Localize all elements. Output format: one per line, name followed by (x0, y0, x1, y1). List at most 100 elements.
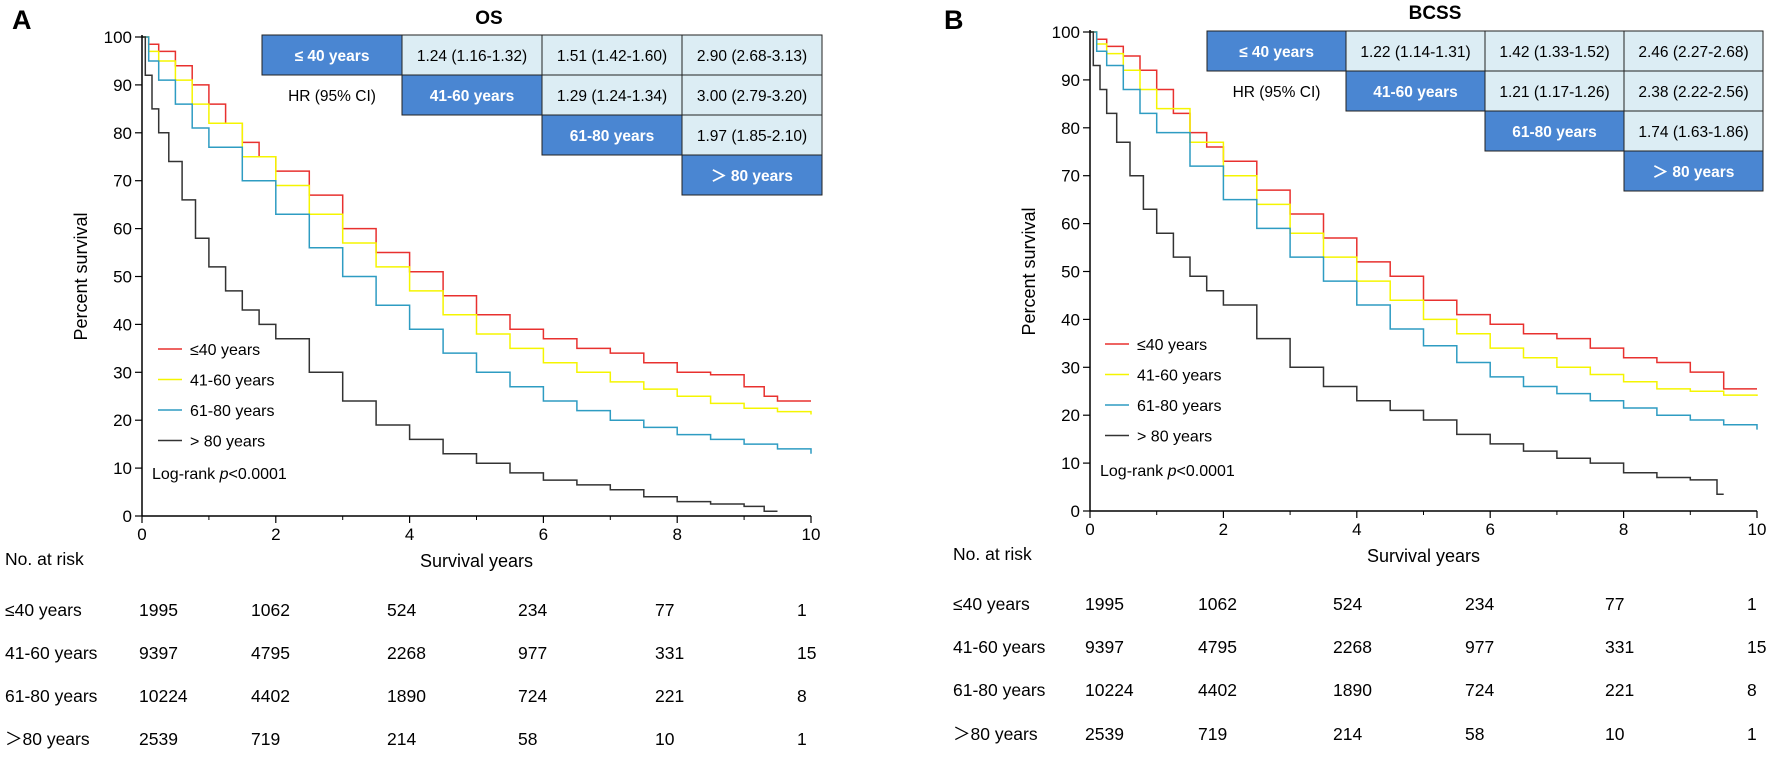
risk-value: 2268 (1333, 637, 1372, 657)
risk-value: 214 (387, 729, 416, 749)
panel-a: A OS 0 10 20 30 40 50 60 70 80 90 100 0 2 4 6 8 10 Survival… (5, 5, 823, 749)
hr-table-label: HR (95% CI) (1233, 84, 1321, 101)
hr-table: ≤ 40 years 1.22 (1.14-1.31) 1.42 (1.33-1.5… (1206, 30, 1764, 192)
hr-group-label: 61-80 years (1512, 124, 1596, 141)
hr-group-cell (1484, 110, 1625, 152)
risk-value: 77 (655, 600, 674, 620)
risk-value: 1062 (251, 600, 290, 620)
logrank-annotation: Log-rank p<0.0001 (152, 466, 287, 483)
y-axis-label: Percent survival (1019, 207, 1039, 335)
legend-label: ≤40 years (190, 342, 260, 359)
hr-group-cell (541, 114, 683, 156)
y-tick-label: 10 (1061, 454, 1080, 473)
risk-value: 1 (1747, 724, 1757, 744)
hr-value: 1.42 (1.33-1.52) (1499, 44, 1609, 61)
x-tick-label: 2 (1219, 520, 1228, 539)
risk-value: 1062 (1198, 594, 1237, 614)
chart-title: BCSS (1409, 3, 1462, 24)
legend-label: > 80 years (190, 434, 265, 451)
series-line-1 (1090, 31, 1757, 390)
y-tick-label: 20 (113, 411, 132, 430)
hr-value: 2.38 (2.22-2.56) (1638, 84, 1748, 101)
risk-value: 8 (797, 686, 807, 706)
x-tick-label: 4 (1352, 520, 1361, 539)
risk-table: No. at risk ≤40 years 1995 1062 524 234 77 1 41-… (5, 549, 816, 749)
risk-value: 9397 (139, 643, 178, 663)
risk-table: No. at risk ≤40 years 1995 1062 524 234 77 1 41-… (953, 544, 1766, 744)
hr-group-label: 61-80 years (570, 128, 654, 145)
risk-value: 724 (518, 686, 547, 706)
hr-value-cell (541, 74, 683, 116)
risk-value: 214 (1333, 724, 1362, 744)
risk-value: 221 (655, 686, 684, 706)
risk-value: 724 (1465, 680, 1494, 700)
hr-value-cell (681, 74, 823, 116)
series-line-2 (1090, 31, 1758, 396)
risk-value: 1890 (387, 686, 426, 706)
y-tick-label: 30 (1061, 358, 1080, 377)
hr-value: 1.24 (1.16-1.32) (417, 48, 527, 65)
y-tick-label: 0 (123, 507, 132, 526)
hr-value: 1.22 (1.14-1.31) (1360, 44, 1470, 61)
hr-value-cell (1623, 30, 1764, 72)
panel-label: A (12, 5, 32, 35)
risk-value: 2268 (387, 643, 426, 663)
y-tick-label: 70 (113, 172, 132, 191)
hr-group-label: ≤ 40 years (1239, 44, 1314, 61)
x-tick-label: 2 (271, 525, 280, 544)
hr-group-cell (1623, 150, 1764, 192)
risk-value: 2539 (1085, 724, 1124, 744)
risk-row-label: 61-80 years (953, 680, 1046, 700)
hr-group-cell (401, 74, 543, 116)
legend-label: 41-60 years (1137, 368, 1222, 385)
risk-value: 58 (1465, 724, 1484, 744)
risk-value: 331 (1605, 637, 1634, 657)
hr-value-cell (1623, 70, 1764, 112)
series-line-3 (142, 36, 812, 454)
x-tick-label: 0 (137, 525, 146, 544)
risk-value: 4402 (1198, 680, 1237, 700)
legend-label: 41-60 years (190, 373, 275, 390)
hr-value: 1.51 (1.42-1.60) (557, 48, 667, 65)
hr-value: 1.21 (1.17-1.26) (1499, 84, 1609, 101)
risk-value: 1 (797, 729, 807, 749)
series-line-1 (142, 36, 811, 402)
risk-value: 524 (387, 600, 416, 620)
hr-value: 1.97 (1.85-2.10) (697, 128, 807, 145)
y-tick-label: 50 (113, 268, 132, 287)
y-tick-label: 50 (1061, 263, 1080, 282)
y-tick-label: 80 (1061, 119, 1080, 138)
risk-value: 234 (518, 600, 547, 620)
hr-table: ≤ 40 years 1.24 (1.16-1.32) 1.51 (1.42-1.6… (261, 34, 823, 196)
risk-row-label: 41-60 years (953, 637, 1046, 657)
hr-group-cell (1345, 70, 1486, 112)
risk-value: 4402 (251, 686, 290, 706)
y-tick-label: 70 (1061, 167, 1080, 186)
x-tick-label: 10 (1748, 520, 1767, 539)
hr-group-label: ＞ 80 years (1653, 164, 1735, 181)
risk-value: 4795 (251, 643, 290, 663)
series-line-4 (1090, 31, 1724, 495)
risk-value: 4795 (1198, 637, 1237, 657)
hr-value: 1.29 (1.24-1.34) (557, 88, 667, 105)
y-tick-label: 40 (1061, 310, 1080, 329)
y-tick-label: 100 (1052, 23, 1080, 42)
hr-value-cell (681, 114, 823, 156)
risk-value: 10 (1605, 724, 1625, 744)
x-tick-label: 4 (405, 525, 414, 544)
risk-table-title: No. at risk (5, 549, 84, 569)
hr-value-cell (681, 34, 823, 76)
risk-value: 15 (1747, 637, 1766, 657)
x-tick-label: 6 (1485, 520, 1494, 539)
risk-value: 10224 (1085, 680, 1134, 700)
risk-value: 234 (1465, 594, 1494, 614)
panel-b: B BCSS 0 10 20 30 40 50 60 70 80 90 100 0 2 4 6 8 10 Surviv… (944, 3, 1766, 744)
y-tick-label: 90 (113, 76, 132, 95)
y-tick-label: 10 (113, 459, 132, 478)
chart-title: OS (475, 8, 502, 29)
y-tick-label: 30 (113, 363, 132, 382)
hr-value-cell (401, 34, 543, 76)
risk-value: 719 (1198, 724, 1227, 744)
y-tick-label: 80 (113, 124, 132, 143)
